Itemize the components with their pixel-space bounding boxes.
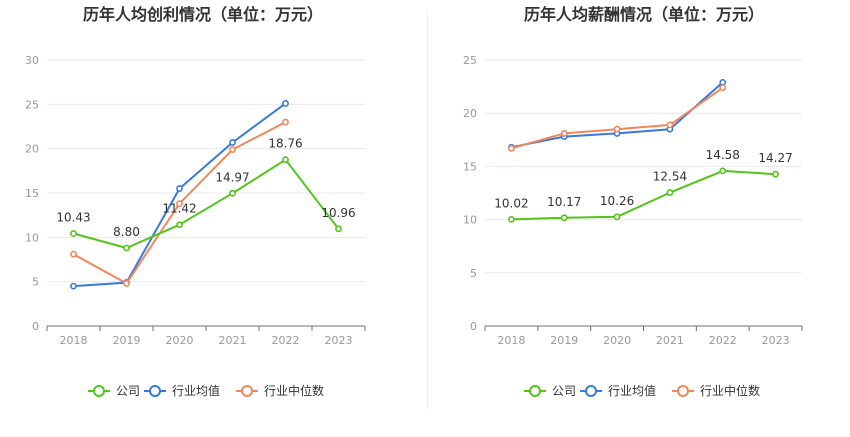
data-point-industry_avg bbox=[282, 100, 289, 107]
x-tick-label: 2023 bbox=[325, 334, 353, 347]
series-line-industry_avg bbox=[511, 81, 724, 149]
x-tick-label: 2022 bbox=[709, 334, 737, 347]
y-tick-label: 10 bbox=[463, 214, 477, 227]
chart-title: 历年人均创利情况（单位：万元） bbox=[83, 5, 323, 24]
data-point-company bbox=[123, 244, 130, 252]
y-tick-label: 0 bbox=[32, 320, 39, 333]
legend-label: 行业中位数 bbox=[264, 383, 324, 398]
x-tick-label: 2022 bbox=[272, 334, 300, 347]
data-label: 11.42 bbox=[162, 202, 196, 216]
data-point-industry_median bbox=[229, 146, 236, 153]
x-tick-label: 2020 bbox=[166, 334, 194, 347]
data-point-industry_median bbox=[613, 125, 621, 133]
legend-item-company[interactable]: 公司 bbox=[524, 384, 576, 398]
legend-item-industry_avg[interactable]: 行业均值 bbox=[144, 383, 220, 398]
data-point-industry_avg bbox=[176, 185, 183, 192]
y-tick-label: 10 bbox=[25, 231, 39, 244]
data-point-industry_median bbox=[176, 200, 183, 208]
chart-2: 历年人均薪酬情况（单位：万元） 0 5 10 15 20 25 2018 2019 2020 202… bbox=[463, 5, 803, 398]
data-point-company bbox=[666, 189, 674, 196]
legend-item-industry_median[interactable]: 行业中位数 bbox=[672, 383, 760, 398]
legend-swatch-marker bbox=[529, 385, 541, 397]
data-label: 12.54 bbox=[653, 170, 687, 184]
legend-label: 公司 bbox=[116, 384, 140, 398]
x-tick-label: 2021 bbox=[656, 334, 684, 347]
data-label: 10.02 bbox=[494, 196, 528, 210]
legend-swatch-marker bbox=[677, 385, 689, 397]
legend-item-company[interactable]: 公司 bbox=[88, 384, 140, 398]
x-tick-label: 2018 bbox=[60, 334, 88, 347]
x-tick-label: 2021 bbox=[219, 334, 247, 347]
data-label: 14.58 bbox=[706, 148, 740, 162]
panel-divider bbox=[427, 10, 428, 410]
x-tick-label: 2023 bbox=[762, 334, 790, 347]
data-point-industry_avg bbox=[719, 78, 727, 86]
data-point-industry_median bbox=[70, 250, 77, 258]
legend-swatch-marker bbox=[585, 385, 597, 397]
series-line-industry_avg bbox=[73, 102, 287, 288]
legend-label: 公司 bbox=[552, 384, 576, 398]
data-point-company bbox=[772, 170, 779, 178]
legend-swatch-marker bbox=[93, 385, 105, 397]
y-tick-label: 30 bbox=[25, 54, 39, 67]
data-point-industry_median bbox=[282, 118, 289, 126]
data-label: 14.97 bbox=[215, 170, 249, 184]
data-point-company bbox=[613, 213, 621, 221]
data-point-industry_median bbox=[560, 130, 568, 137]
legend-item-industry_avg[interactable]: 行业均值 bbox=[580, 383, 656, 398]
data-point-company bbox=[335, 225, 342, 233]
series-line-company bbox=[511, 169, 776, 221]
y-tick-label: 0 bbox=[470, 320, 477, 333]
series-line-company bbox=[73, 158, 340, 249]
y-tick-label: 15 bbox=[25, 187, 39, 200]
data-point-industry_avg bbox=[70, 282, 77, 290]
x-tick-label: 2019 bbox=[550, 334, 578, 347]
y-tick-label: 25 bbox=[463, 54, 477, 67]
data-point-industry_median bbox=[123, 280, 130, 287]
data-point-industry_median bbox=[719, 84, 727, 92]
y-tick-label: 20 bbox=[463, 107, 477, 120]
series-line-industry_median bbox=[511, 86, 724, 150]
data-point-company bbox=[176, 221, 183, 229]
legend-item-industry_median[interactable]: 行业中位数 bbox=[236, 383, 324, 398]
data-point-company bbox=[719, 167, 727, 175]
data-point-industry_avg bbox=[229, 139, 236, 146]
chart-1: 历年人均创利情况（单位：万元） 0 5 10 15 20 25 30 2018 2019 2020 2… bbox=[25, 5, 366, 398]
x-tick-label: 2019 bbox=[113, 334, 141, 347]
y-tick-label: 5 bbox=[32, 276, 39, 289]
chart-title: 历年人均薪酬情况（单位：万元） bbox=[524, 5, 764, 24]
data-point-industry_median bbox=[666, 121, 674, 129]
y-tick-label: 15 bbox=[463, 160, 477, 173]
legend-label: 行业均值 bbox=[172, 383, 220, 398]
legend-swatch-marker bbox=[149, 385, 161, 397]
legend-label: 行业中位数 bbox=[700, 383, 760, 398]
data-label: 10.26 bbox=[600, 194, 634, 208]
data-label: 10.96 bbox=[321, 206, 355, 220]
legend-label: 行业均值 bbox=[608, 383, 656, 398]
data-label: 8.80 bbox=[113, 225, 140, 239]
data-point-industry_median bbox=[508, 144, 515, 152]
data-point-company bbox=[282, 156, 289, 164]
data-point-company bbox=[560, 214, 568, 222]
data-label: 10.17 bbox=[547, 195, 581, 209]
y-tick-label: 25 bbox=[25, 98, 39, 111]
data-point-company bbox=[229, 189, 236, 197]
y-tick-label: 20 bbox=[25, 143, 39, 156]
legend-swatch-marker bbox=[241, 385, 253, 397]
data-point-company bbox=[70, 230, 77, 237]
y-tick-label: 5 bbox=[470, 267, 477, 280]
x-tick-label: 2018 bbox=[497, 334, 525, 347]
data-label: 18.76 bbox=[268, 137, 302, 151]
data-point-company bbox=[508, 215, 515, 223]
data-label: 14.27 bbox=[758, 151, 792, 165]
x-tick-label: 2020 bbox=[603, 334, 631, 347]
data-label: 10.43 bbox=[56, 211, 90, 225]
